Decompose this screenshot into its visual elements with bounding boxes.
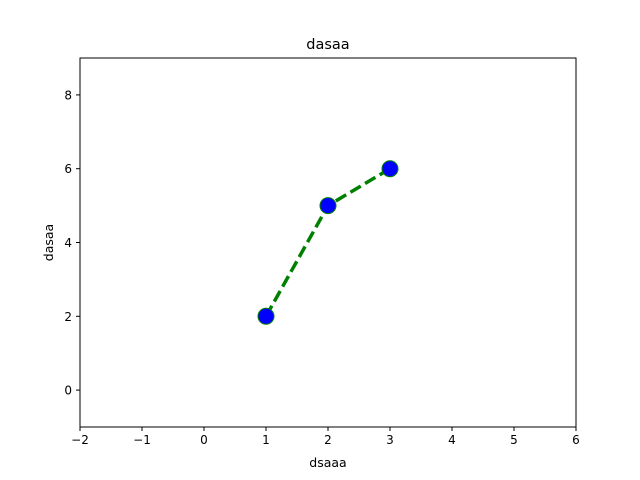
y-tick-label: 2 <box>64 310 72 324</box>
y-axis-label: dasaa <box>41 224 56 261</box>
x-tick-label: 1 <box>262 433 270 447</box>
x-tick-label: 6 <box>572 433 580 447</box>
x-tick-label: 4 <box>448 433 456 447</box>
y-tick-label: 8 <box>64 88 72 102</box>
y-tick-label: 4 <box>64 236 72 250</box>
x-axis-label: dsaaa <box>309 455 346 470</box>
data-point-marker <box>319 197 337 215</box>
x-tick-label: −2 <box>71 433 89 447</box>
x-tick-label: 0 <box>200 433 208 447</box>
data-point-marker <box>257 307 275 325</box>
x-tick-label: 2 <box>324 433 332 447</box>
plot-frame <box>79 57 577 428</box>
x-tick-label: 5 <box>510 433 518 447</box>
series-line <box>264 167 391 318</box>
data-point-marker <box>381 160 399 178</box>
x-tick-label: −1 <box>133 433 151 447</box>
chart-title: dasaa <box>306 37 349 53</box>
y-tick-label: 0 <box>64 384 72 398</box>
x-tick-label: 3 <box>386 433 394 447</box>
y-tick-label: 6 <box>64 162 72 176</box>
